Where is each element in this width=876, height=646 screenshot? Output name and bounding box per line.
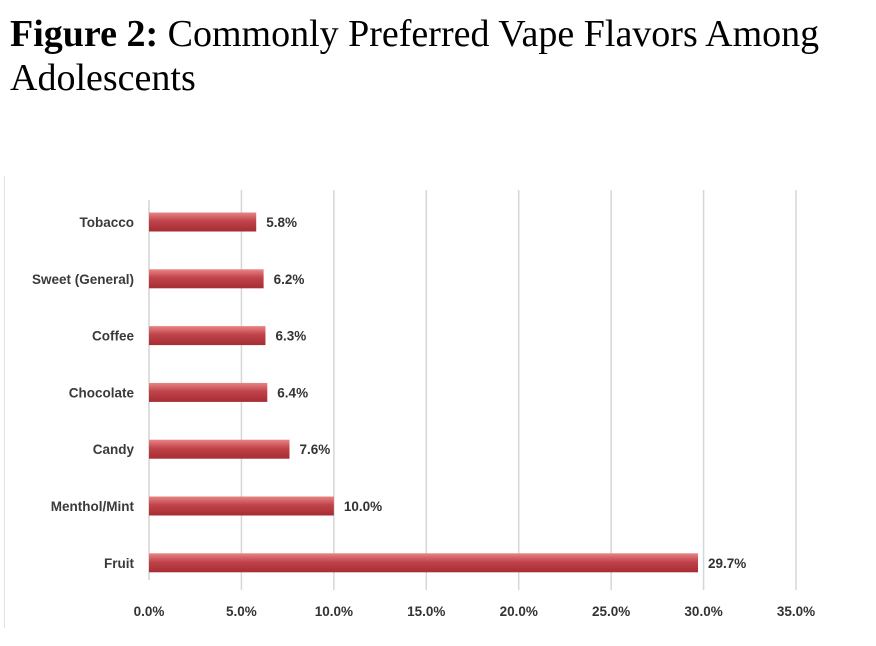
x-tick-label: 25.0% bbox=[592, 604, 630, 619]
x-tick-label: 35.0% bbox=[777, 604, 815, 619]
bar-coffee bbox=[149, 326, 266, 346]
bar-sweet-general- bbox=[149, 269, 264, 289]
category-label: Candy bbox=[93, 442, 135, 457]
data-label: 5.8% bbox=[266, 215, 297, 230]
data-label: 29.7% bbox=[708, 556, 746, 571]
data-label: 6.2% bbox=[274, 272, 305, 287]
category-label: Menthol/Mint bbox=[51, 499, 135, 514]
x-tick-label: 10.0% bbox=[315, 604, 353, 619]
figure-title-text: Commonly Preferred Vape Flavors Among Ad… bbox=[10, 13, 820, 99]
bar-candy bbox=[149, 439, 290, 459]
figure-title: Figure 2: Commonly Preferred Vape Flavor… bbox=[10, 12, 850, 100]
data-label: 10.0% bbox=[344, 499, 382, 514]
labels: 0.0% 5.0% 10.0% 15.0% 20.0% 25.0% 30.0% 35.0% To… bbox=[32, 215, 815, 619]
chart-left-border bbox=[4, 176, 5, 628]
bar-menthol-mint bbox=[149, 496, 334, 516]
x-tick-label: 5.0% bbox=[226, 604, 257, 619]
data-label: 6.3% bbox=[275, 329, 306, 344]
category-label: Fruit bbox=[104, 556, 134, 571]
x-tick-label: 15.0% bbox=[407, 604, 445, 619]
data-label: 7.6% bbox=[299, 442, 330, 457]
bar-chocolate bbox=[149, 382, 268, 402]
category-label: Coffee bbox=[92, 329, 134, 344]
figure-label: Figure 2: bbox=[10, 13, 159, 55]
data-label: 6.4% bbox=[277, 385, 308, 400]
category-label: Sweet (General) bbox=[32, 272, 134, 287]
x-tick-label: 20.0% bbox=[500, 604, 538, 619]
bars bbox=[149, 212, 699, 573]
category-label: Chocolate bbox=[69, 385, 135, 400]
bar-tobacco bbox=[149, 212, 257, 232]
bar-fruit bbox=[149, 553, 699, 573]
category-label: Tobacco bbox=[79, 215, 134, 230]
x-tick-label: 30.0% bbox=[684, 604, 722, 619]
x-tick-label: 0.0% bbox=[134, 604, 165, 619]
